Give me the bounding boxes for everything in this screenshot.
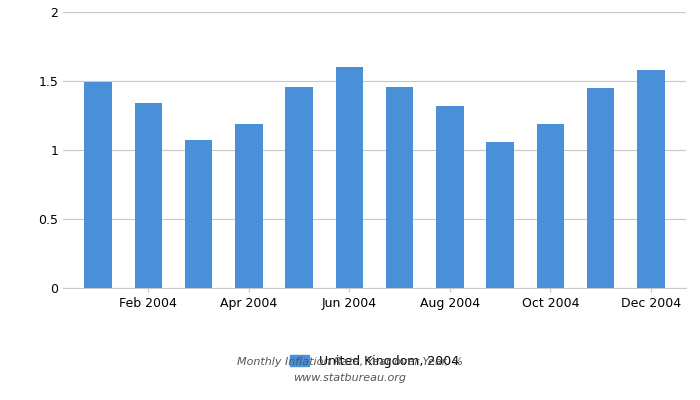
Bar xyxy=(85,82,112,288)
Bar xyxy=(637,70,664,288)
Bar xyxy=(536,124,564,288)
Bar xyxy=(185,140,213,288)
Legend: United Kingdom, 2004: United Kingdom, 2004 xyxy=(290,355,459,368)
Bar xyxy=(134,103,162,288)
Bar xyxy=(587,88,615,288)
Text: www.statbureau.org: www.statbureau.org xyxy=(293,373,407,383)
Bar xyxy=(486,142,514,288)
Bar xyxy=(235,124,262,288)
Bar xyxy=(335,67,363,288)
Bar xyxy=(436,106,463,288)
Bar xyxy=(286,86,313,288)
Text: Monthly Inflation Rate, Year over Year, %: Monthly Inflation Rate, Year over Year, … xyxy=(237,357,463,367)
Bar xyxy=(386,86,414,288)
